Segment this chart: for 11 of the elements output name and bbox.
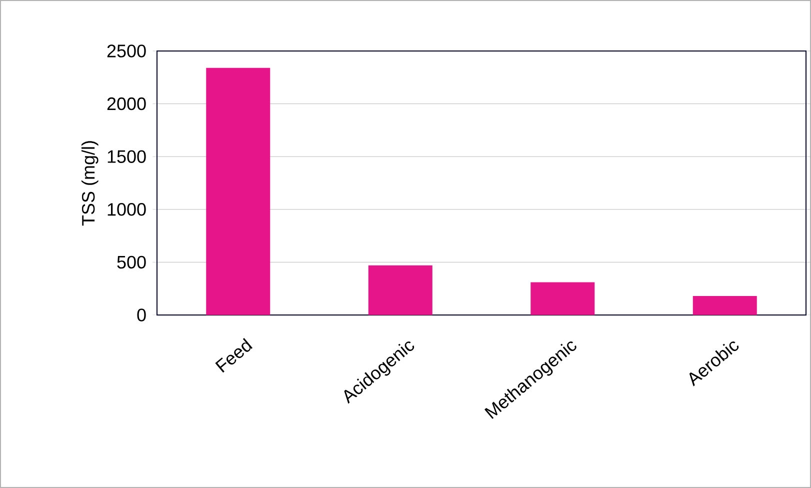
bar — [368, 265, 432, 315]
bar — [692, 296, 757, 315]
y-tick-label: 2000 — [107, 97, 146, 110]
bar — [530, 282, 595, 315]
y-tick-label: 0 — [137, 308, 146, 322]
y-tick-label: 500 — [117, 256, 146, 269]
y-tick-label: 2500 — [107, 44, 146, 58]
bar — [206, 68, 270, 315]
y-tick-label: 1000 — [108, 203, 146, 216]
y-axis-title: TSS (mg/l) — [82, 141, 98, 226]
y-tick-label: 1500 — [108, 150, 146, 163]
